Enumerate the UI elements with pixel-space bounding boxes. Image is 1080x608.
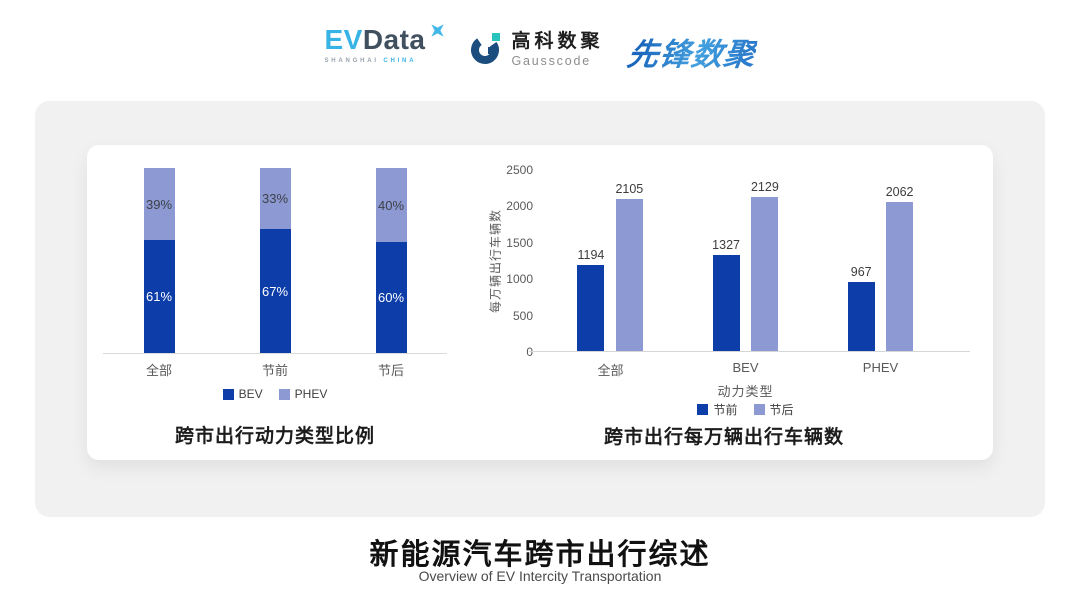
gausscode-icon [470,33,500,64]
stacked-bar[interactable]: 33% 67% [259,168,291,353]
stacked-chart-legend: BEV PHEV [101,387,449,401]
grouped-chart-title: 跨市出行每万辆出行车辆数 [603,427,844,448]
legend-label-bev: BEV [238,387,263,401]
segment-phev[interactable]: 33% [259,168,291,230]
value-label: 1194 [577,248,605,263]
segment-value-label: 39% [145,196,173,212]
value-label: 2129 [750,180,779,195]
bar-and-label: 2062 [886,170,914,352]
x-axis-line [103,353,447,354]
gausscode-cn: 高科数聚 [511,31,604,52]
bar-节前[interactable] [712,255,740,352]
bar-and-label: 967 [847,170,875,352]
grouped-chart-plot: 1194 2105 1327 2129 967 2062 [529,170,970,352]
legend-label-phev: PHEV [294,387,328,401]
legend-label-post: 节后 [769,403,794,417]
stacked-bar[interactable]: 40% 60% [375,168,407,353]
segment-bev[interactable]: 61% [143,240,175,353]
evdata-wordmark: EV Data [324,24,446,55]
bar-and-label: 1327 [712,170,740,352]
evdata-china: CHINA [383,58,417,64]
y-tick-label: 500 [512,308,533,323]
evdata-logo: EV Data SHANGHAI CHINA [324,24,446,64]
segment-phev[interactable]: 40% [375,168,407,242]
legend-swatch-pre [697,404,709,415]
legend-swatch-bev [222,388,234,400]
logo-bar: EV Data SHANGHAI CHINA 高科数聚 Gausscode 先锋数… [0,24,1080,74]
gausscode-en: Gausscode [511,53,591,68]
grouped-chart-legend: 节前 节后 [543,401,948,418]
charts-panel: 39% 61% 全部 33% 67% 节前 40% 60% 节后 BEV PHEV 跨市出行动力… [87,145,993,460]
y-axis-ticks: 0 500 1000 1500 2000 2500 [489,163,533,359]
bar-节后[interactable] [615,198,643,352]
category-label: 全部 [145,363,172,378]
category-label: 节后 [377,363,404,378]
stacked-bar-column: 39% 61% 全部 [127,168,191,380]
segment-phev[interactable]: 39% [143,168,175,241]
stacked-chart: 39% 61% 全部 33% 67% 节前 40% 60% 节后 BEV PHEV 跨市出行动力… [101,145,449,460]
stacked-chart-title: 跨市出行动力类型比例 [174,426,375,447]
segment-value-label: 40% [377,197,405,213]
legend-swatch-phev [278,388,290,400]
x-axis-label: 动力类型 [717,384,774,399]
stacked-chart-plot: 39% 61% 全部 33% 67% 节前 40% 60% 节后 [103,168,447,380]
x-axis-line [529,351,970,352]
segment-value-label: 33% [261,191,289,207]
stacked-bar-column: 33% 67% 节前 [243,168,307,380]
segment-value-label: 60% [377,290,405,305]
sparkle-icon [430,24,444,37]
bar-and-label: 1194 [577,170,605,352]
legend-item-phev[interactable]: PHEV [278,387,328,401]
bar-节前[interactable] [847,281,875,352]
grouped-chart-categories: 全部 BEV PHEV [543,360,948,379]
y-tick-label: 1000 [506,272,533,287]
category-label: 全部 [597,363,624,378]
stacked-bar-column: 40% 60% 节后 [359,168,423,380]
bar-and-label: 2129 [751,170,779,352]
evdata-subtext: SHANGHAI CHINA [324,58,446,64]
bar-group: 967 2062 [847,170,914,352]
segment-value-label: 61% [145,289,173,305]
legend-item-bev[interactable]: BEV [222,387,263,401]
category-label: BEV [732,360,759,375]
bar-节前[interactable] [577,265,605,352]
category-label: PHEV [862,360,899,375]
gausscode-logo: 高科数聚 Gausscode [470,31,604,68]
page-title: 新能源汽车跨市出行综述 [369,539,711,571]
xianfeng-logo: 先锋数聚 [624,29,758,74]
gausscode-text: 高科数聚 Gausscode [511,31,604,68]
value-label: 1327 [712,238,740,253]
segment-value-label: 67% [261,283,289,299]
category-label: 节前 [261,363,288,378]
y-tick-label: 0 [526,345,533,359]
legend-label-pre: 节前 [713,403,738,417]
legend-item-pre[interactable]: 节前 [697,401,738,418]
segment-bev[interactable]: 67% [259,229,291,353]
bar-group: 1327 2129 [712,170,779,352]
bar-节后[interactable] [886,201,914,352]
bar-节后[interactable] [751,197,779,352]
grouped-chart: 每万辆出行车辆数 0 500 1000 1500 2000 2500 1194 2105 13… [459,145,989,460]
content-card: 39% 61% 全部 33% 67% 节前 40% 60% 节后 BEV PHEV 跨市出行动力… [35,101,1045,517]
evdata-data-text: Data [362,24,426,55]
bar-group: 1194 2105 [577,170,643,352]
value-label: 2105 [615,181,644,196]
stacked-bar[interactable]: 39% 61% [143,168,175,353]
legend-item-post[interactable]: 节后 [753,401,794,418]
page-subtitle: Overview of EV Intercity Transportation [418,568,662,584]
segment-bev[interactable]: 60% [375,242,407,353]
bar-and-label: 2105 [615,170,643,352]
legend-swatch-post [753,404,765,415]
y-tick-label: 2000 [506,199,533,214]
y-tick-label: 1500 [506,235,533,250]
evdata-ev-text: EV [324,24,363,55]
value-label: 967 [850,264,872,279]
y-tick-label: 2500 [506,163,533,177]
evdata-shanghai: SHANGHAI [324,58,379,64]
value-label: 2062 [885,184,914,199]
